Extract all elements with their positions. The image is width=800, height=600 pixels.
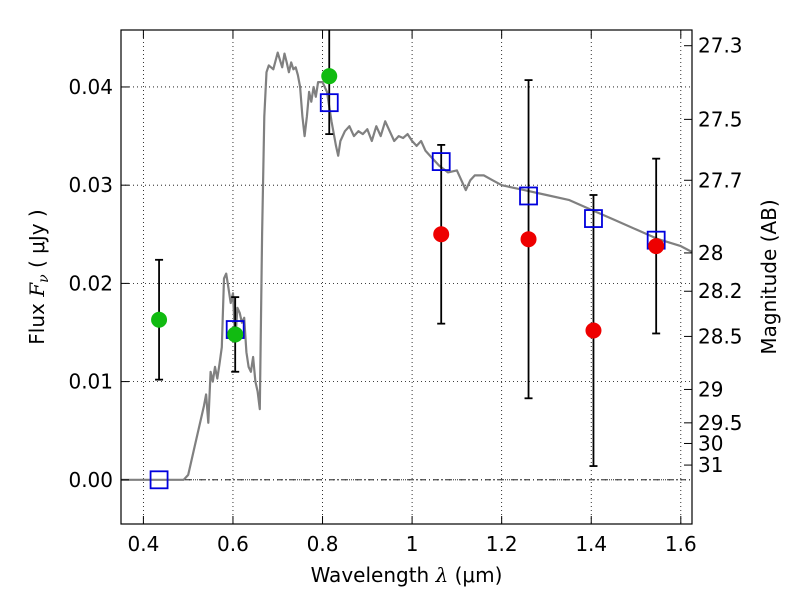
x-tick-label: 1.6	[665, 532, 697, 556]
detection-marker	[227, 326, 244, 343]
detection-marker	[151, 311, 168, 328]
x-tick-label: 0.6	[217, 532, 249, 556]
markers	[149, 68, 666, 490]
ticks: 0.4 0.6 0.8 1 1.2 1.4 1.6 0.00 0.01 0.02 0.03 0.04 2…	[68, 30, 743, 556]
y2-tick-label: 28.5	[698, 324, 743, 348]
model-square-marker	[431, 152, 451, 172]
upper-limit-marker	[433, 226, 450, 243]
x-axis-label: Wavelength λ (μm)	[311, 563, 503, 587]
y2-tick-label: 28.2	[698, 279, 743, 303]
y2-tick-label: 27.7	[698, 168, 743, 192]
y2-tick-label: 27.5	[698, 107, 743, 131]
x-tick-label: 1	[406, 532, 419, 556]
grid	[121, 30, 692, 524]
detection-marker	[321, 68, 338, 85]
y-tick-label: 0.02	[68, 271, 113, 295]
model-square-marker	[584, 209, 603, 228]
y2-tick-label: 27.3	[698, 34, 743, 58]
y2-tick-label: 29	[698, 377, 723, 401]
y-tick-label: 0.03	[68, 173, 113, 197]
upper-limit-marker	[520, 231, 537, 248]
y-tick-label: 0.00	[68, 468, 113, 492]
y2-axis-label: Magnitude (AB)	[757, 199, 781, 354]
model-square-marker	[519, 186, 538, 206]
model-spectrum	[121, 51, 693, 481]
x-tick-label: 1.2	[486, 532, 518, 556]
model-square-marker	[319, 93, 339, 113]
y-tick-label: 0.01	[68, 370, 113, 394]
plot-frame	[120, 29, 693, 525]
x-tick-label: 1.4	[575, 532, 607, 556]
upper-limit-marker	[648, 238, 665, 255]
spectrum-line	[121, 51, 693, 481]
upper-limit-marker	[585, 322, 602, 339]
y2-tick-label: 30	[698, 431, 723, 455]
error-bars	[155, 30, 661, 467]
y2-tick-label: 31	[698, 453, 723, 477]
x-tick-label: 0.4	[127, 532, 159, 556]
y-tick-label: 0.04	[68, 75, 113, 99]
x-tick-label: 0.8	[307, 532, 339, 556]
y2-tick-label: 28	[698, 241, 723, 265]
model-square-marker	[149, 470, 169, 490]
y-axis-label: Flux Fν ( μJy )	[25, 209, 52, 344]
y2-tick-label: 29.5	[698, 411, 743, 435]
